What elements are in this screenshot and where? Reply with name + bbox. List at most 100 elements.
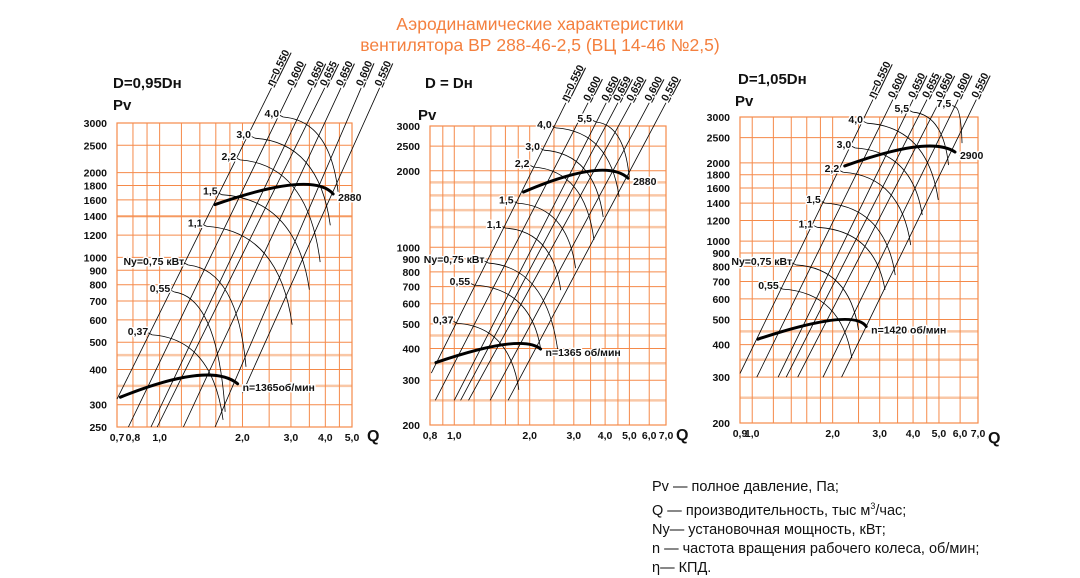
x-tick-label: 4,0	[906, 428, 921, 440]
x-tick-label: 1,0	[447, 430, 462, 442]
y-tick-label: 1600	[84, 195, 108, 207]
power-label: 4,0	[848, 114, 863, 126]
x-tick-label: 3,0	[567, 430, 582, 442]
power-curve	[517, 202, 577, 269]
efficiency-line	[468, 102, 632, 401]
y-tick-label: 900	[402, 254, 420, 266]
legend-q-unit: /час;	[875, 502, 907, 519]
x-tick-label: 2,0	[825, 428, 840, 440]
fan-curve	[756, 317, 868, 341]
chart-main-title: Аэродинамические характеристики вентилят…	[0, 14, 1080, 56]
efficiency-line	[460, 102, 619, 401]
x-tick-label: 0,9	[733, 428, 748, 440]
y-tick-label: 800	[712, 261, 730, 273]
power-curve	[843, 171, 912, 246]
x-tick-label: 4,0	[598, 430, 613, 442]
efficiency-line	[116, 87, 272, 400]
legend-item-pv: Pv — полное давление, Па;	[652, 479, 839, 495]
power-curve	[782, 288, 853, 359]
y-tick-label: 300	[89, 400, 107, 412]
power-label: 3,0	[837, 139, 852, 151]
power-label: 7,5	[937, 98, 952, 110]
y-tick-label: 3000	[397, 121, 421, 133]
power-label-leader	[778, 286, 783, 290]
power-label-leader	[278, 114, 284, 118]
power-label: 2,2	[515, 158, 530, 170]
power-label-leader	[551, 125, 556, 129]
chart-0: 0,7 0,8 1,0 2,0 3,0 4,0 5,0 250 300 400 500 600 700 8…	[84, 48, 395, 445]
legend-item-q: Q — производительность, тыс м3/час;	[652, 497, 979, 521]
power-label-leader	[484, 260, 489, 264]
plot-frame	[116, 122, 353, 428]
x-tick-label: 1,0	[152, 432, 167, 444]
power-curve	[824, 202, 896, 276]
x-tick-label: 6,0	[953, 428, 968, 440]
power-label: Ny=0,75 кВт	[731, 256, 792, 268]
x-tick-label: 6,0	[642, 430, 657, 442]
x-tick-label: 5,0	[932, 428, 947, 440]
power-label: 1,5	[499, 194, 514, 206]
power-label: Ny=0,75 кВт	[424, 254, 485, 266]
efficiency-label: 0,550	[969, 71, 991, 100]
power-label-leader	[529, 164, 534, 168]
fan-curve-label: 2880	[338, 192, 362, 204]
y-tick-label: 3000	[84, 118, 108, 130]
x-tick-label: 0,7	[110, 432, 125, 444]
power-curve	[174, 291, 226, 412]
power-label: Ny=0,75 кВт	[123, 256, 184, 268]
y-tick-label: 500	[89, 337, 107, 349]
y-tick-label: 2500	[707, 133, 731, 145]
fan-curve	[843, 144, 957, 168]
efficiency-line	[183, 87, 342, 428]
y-tick-label: 300	[402, 375, 420, 387]
y-tick-label: 1200	[84, 230, 108, 242]
power-curve	[954, 106, 963, 144]
y-tick-label: 3000	[707, 112, 731, 124]
y-tick-label: 700	[402, 282, 420, 294]
power-curve	[596, 121, 630, 178]
x-axis-label: Q	[367, 428, 379, 445]
power-label: 3,0	[525, 141, 540, 153]
chart-title: D=1,05Dн	[738, 71, 807, 88]
y-tick-label: 500	[402, 319, 420, 331]
plot-frame	[739, 116, 979, 424]
fan-curve	[213, 182, 335, 207]
power-label-leader	[501, 225, 506, 229]
power-label-leader	[513, 200, 518, 204]
x-tick-label: 1,0	[745, 428, 760, 440]
y-tick-label: 2500	[84, 140, 108, 152]
power-label: 2,2	[825, 163, 840, 175]
power-curve	[152, 334, 224, 420]
y-tick-label: 400	[712, 340, 730, 352]
y-tick-label: 400	[89, 365, 107, 377]
power-label-leader	[235, 157, 241, 161]
power-label-leader	[202, 223, 207, 227]
power-label: 0,55	[450, 276, 471, 288]
fan-curve	[434, 341, 543, 365]
power-curve	[283, 116, 339, 192]
power-label-leader	[148, 332, 153, 336]
y-tick-label: 1200	[707, 216, 731, 228]
y-tick-label: 200	[402, 420, 420, 432]
power-curve	[505, 227, 562, 291]
y-tick-label: 1000	[707, 236, 731, 248]
power-label: 0,37	[128, 326, 149, 338]
x-tick-label: 4,0	[318, 432, 333, 444]
x-tick-label: 0,8	[126, 432, 141, 444]
efficiency-line	[242, 87, 380, 394]
y-tick-label: 600	[712, 294, 730, 306]
power-label-leader	[453, 321, 458, 324]
y-tick-label: 700	[89, 296, 107, 308]
power-label: 1,5	[806, 194, 821, 206]
power-label: 4,0	[265, 108, 280, 120]
power-curve	[474, 284, 541, 349]
power-label-leader	[591, 119, 597, 123]
power-label-leader	[812, 224, 818, 228]
y-axis-label: Pv	[418, 107, 437, 124]
legend: Pv — полное давление, Па; Q — производит…	[652, 478, 979, 578]
fan-curve	[118, 373, 240, 399]
x-tick-label: 0,8	[423, 430, 438, 442]
power-label: 0,55	[150, 283, 171, 295]
y-tick-label: 800	[402, 267, 420, 279]
